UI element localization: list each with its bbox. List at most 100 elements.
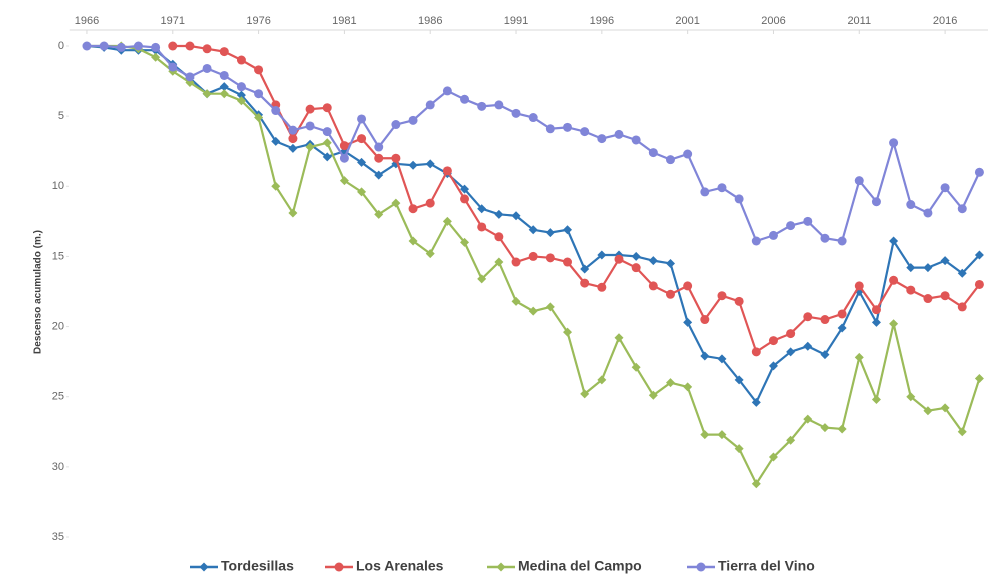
data-point — [460, 184, 470, 194]
data-point — [425, 159, 435, 169]
data-point — [683, 281, 693, 291]
data-point — [133, 41, 143, 51]
x-tick-label: 2016 — [933, 15, 957, 27]
data-point — [700, 187, 710, 197]
data-point — [219, 70, 229, 80]
data-point — [889, 319, 899, 329]
data-point — [545, 253, 555, 263]
data-point — [477, 274, 487, 284]
data-point — [374, 170, 384, 180]
data-point — [786, 221, 796, 231]
data-point — [803, 414, 813, 424]
data-point — [357, 187, 367, 197]
data-point — [614, 129, 624, 139]
data-point — [185, 72, 195, 82]
data-point — [957, 427, 967, 437]
data-point — [460, 94, 470, 104]
data-point — [254, 89, 264, 99]
data-point — [734, 194, 744, 204]
data-point — [116, 42, 126, 52]
data-point — [322, 138, 332, 148]
data-point — [202, 89, 212, 99]
data-point — [288, 143, 298, 153]
legend-label: Medina del Campo — [518, 558, 642, 574]
data-point — [923, 208, 933, 218]
data-point — [820, 423, 830, 433]
y-tick-label: 15 — [52, 250, 64, 262]
data-point — [494, 257, 504, 267]
data-point — [631, 263, 641, 273]
data-point — [339, 176, 349, 186]
data-point — [820, 350, 830, 360]
data-point — [974, 250, 984, 260]
x-tick-label: 2001 — [675, 15, 699, 27]
data-point — [665, 258, 675, 268]
data-point — [374, 142, 384, 152]
data-point — [563, 122, 573, 132]
data-point — [871, 197, 881, 207]
data-point — [391, 198, 401, 208]
data-point — [339, 141, 349, 151]
y-tick-label: 35 — [52, 531, 64, 543]
data-point — [305, 104, 315, 114]
data-point — [717, 354, 727, 364]
x-tick-label: 2006 — [761, 15, 785, 27]
data-point — [511, 108, 521, 118]
data-point — [837, 323, 847, 333]
legend-marker — [334, 562, 344, 572]
data-point — [545, 302, 555, 312]
data-point — [889, 275, 899, 285]
data-point — [974, 373, 984, 383]
data-point — [271, 181, 281, 191]
data-point — [820, 315, 830, 325]
legend-label: Tierra del Vino — [718, 558, 815, 574]
data-point — [631, 362, 641, 372]
x-tick-label: 1971 — [161, 15, 185, 27]
data-point — [236, 90, 246, 100]
data-point — [648, 256, 658, 266]
x-tick-label: 1996 — [590, 15, 614, 27]
data-point — [202, 44, 212, 54]
x-tick-label: 2011 — [847, 15, 871, 27]
data-point — [580, 264, 590, 274]
data-point — [185, 41, 195, 51]
data-point — [923, 406, 933, 416]
legend-marker — [696, 562, 706, 572]
data-point — [734, 444, 744, 454]
data-point — [768, 336, 778, 346]
data-point — [940, 403, 950, 413]
data-point — [751, 347, 761, 357]
data-point — [597, 282, 607, 292]
data-point — [219, 82, 229, 92]
data-point — [906, 392, 916, 402]
data-point — [425, 198, 435, 208]
data-point — [957, 302, 967, 312]
data-point — [665, 289, 675, 299]
data-point — [425, 100, 435, 110]
data-point — [803, 341, 813, 351]
x-tick-label: 1966 — [75, 15, 99, 27]
data-point — [99, 41, 109, 51]
data-point — [236, 55, 246, 65]
data-point — [528, 225, 538, 235]
data-point — [322, 103, 332, 113]
data-point — [477, 101, 487, 111]
data-point — [889, 138, 899, 148]
data-point — [494, 232, 504, 242]
x-tick-label: 1991 — [504, 15, 528, 27]
data-point — [940, 291, 950, 301]
data-point — [906, 285, 916, 295]
data-point — [614, 333, 624, 343]
data-point — [168, 62, 178, 72]
data-point — [820, 233, 830, 243]
data-point — [906, 263, 916, 273]
data-point — [786, 435, 796, 445]
y-tick-label: 10 — [52, 180, 64, 192]
y-tick-label: 5 — [58, 110, 64, 122]
data-point — [151, 42, 161, 52]
y-tick-label: 30 — [52, 461, 64, 473]
data-point — [889, 236, 899, 246]
data-point — [683, 382, 693, 392]
data-point — [374, 209, 384, 219]
data-point — [683, 317, 693, 327]
